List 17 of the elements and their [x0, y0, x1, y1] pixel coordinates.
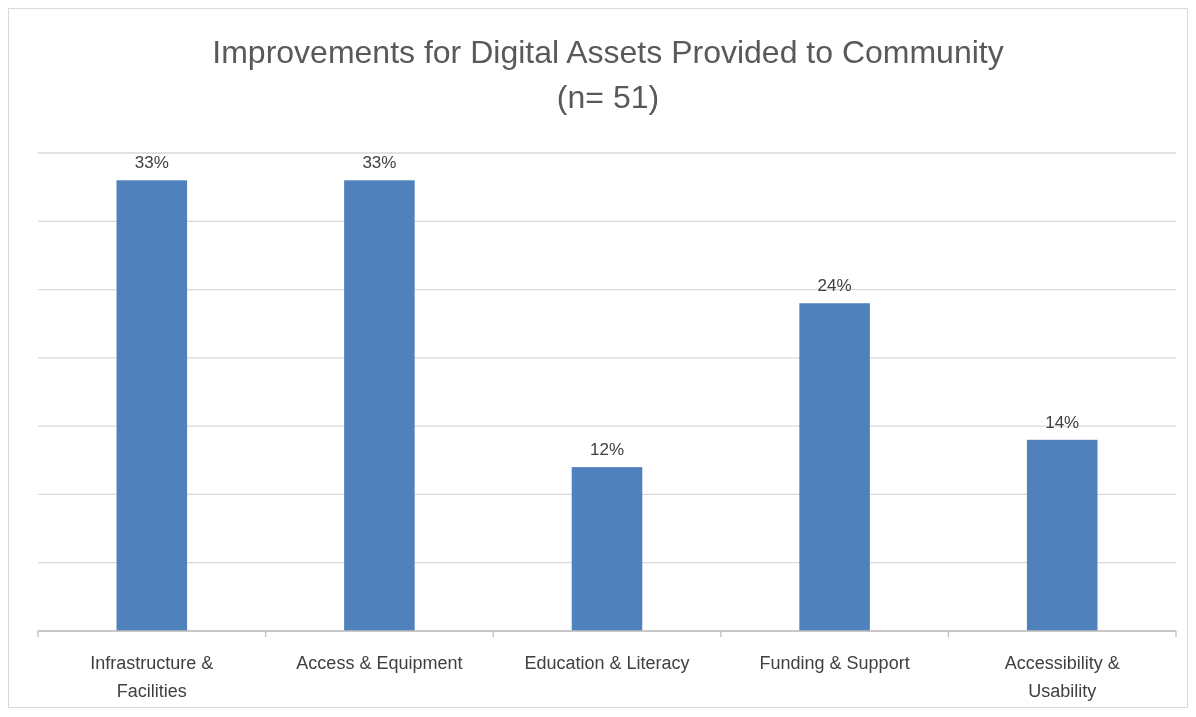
- bar: [799, 303, 870, 631]
- x-tick-label: Education & Literacy: [524, 653, 690, 673]
- x-tick-label: Infrastructure & Facilities: [90, 653, 214, 701]
- x-tick-label: Access & Equipment: [296, 653, 463, 673]
- data-label: 33%: [134, 153, 169, 173]
- x-tick-label: Funding & Support: [759, 653, 910, 673]
- bar: [116, 180, 188, 631]
- bar: [344, 180, 415, 631]
- data-label: 14%: [1045, 412, 1080, 432]
- bar: [571, 467, 643, 631]
- x-tick-label: Accessibility & Usability: [1004, 653, 1120, 701]
- chart-subtitle: (n= 51): [556, 79, 660, 115]
- bar: [1026, 439, 1098, 631]
- chart-title: Improvements for Digital Assets Provided to Community: [212, 34, 1004, 70]
- data-label: 33%: [362, 153, 397, 173]
- data-label: 12%: [589, 440, 625, 460]
- data-label: 24%: [817, 276, 852, 296]
